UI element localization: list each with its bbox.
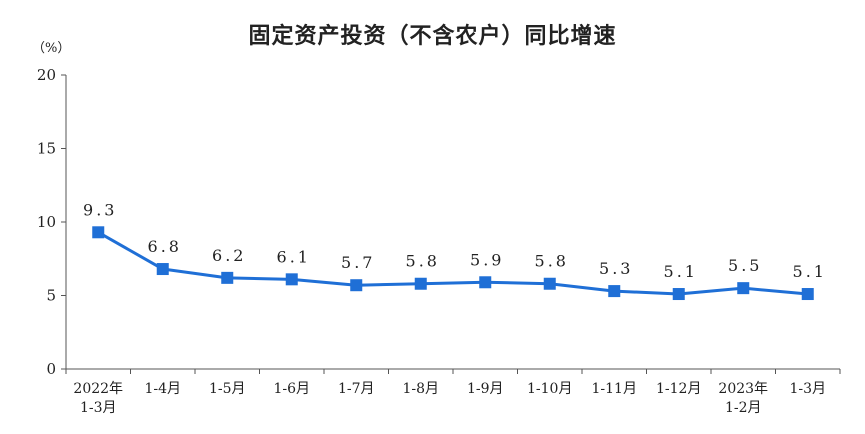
- x-tick-label: 1-6月: [273, 381, 310, 397]
- x-tick-label: 1-5月: [209, 381, 246, 397]
- data-point-marker: [414, 277, 427, 290]
- y-tick-label: 0: [46, 360, 56, 378]
- data-point-marker: [92, 226, 105, 239]
- x-tick-label: 1-3月: [789, 381, 826, 397]
- data-label: 9.3: [83, 200, 117, 219]
- data-point-marker: [672, 288, 685, 301]
- data-point-marker: [285, 273, 298, 286]
- x-tick-label: 1-9月: [467, 381, 504, 397]
- data-point-marker: [156, 263, 169, 276]
- data-label: 5.8: [535, 252, 569, 271]
- data-point-marker: [350, 279, 363, 292]
- data-point-marker: [801, 288, 814, 301]
- x-tick-label: 2023年: [718, 381, 768, 397]
- data-label: 6.1: [277, 247, 311, 266]
- data-label: 6.8: [148, 237, 182, 256]
- data-point-marker: [543, 277, 556, 290]
- data-label: 5.9: [470, 250, 504, 269]
- data-point-marker: [608, 285, 621, 298]
- data-label: 5.5: [728, 256, 762, 275]
- y-tick-label: 15: [37, 140, 56, 158]
- x-tick-label: 1-4月: [144, 381, 181, 397]
- x-tick-label: 1-3月: [80, 400, 117, 416]
- data-label: 5.7: [341, 253, 375, 272]
- data-point-marker: [479, 276, 492, 289]
- data-label: 6.2: [212, 246, 246, 265]
- x-tick-label: 1-8月: [402, 381, 439, 397]
- y-tick-label: 5: [46, 287, 56, 305]
- x-tick-label: 1-7月: [338, 381, 375, 397]
- data-label: 5.1: [664, 262, 698, 281]
- data-point-marker: [221, 271, 234, 284]
- x-tick-label: 1-12月: [656, 381, 701, 397]
- data-label: 5.8: [406, 252, 440, 271]
- data-label: 5.1: [793, 262, 827, 281]
- data-label: 5.3: [599, 259, 633, 278]
- y-tick-label: 10: [37, 213, 56, 231]
- x-tick-label: 1-2月: [725, 400, 762, 416]
- y-axis-unit-label: （%）: [32, 41, 71, 56]
- x-tick-label: 1-11月: [592, 381, 637, 397]
- y-tick-label: 20: [37, 66, 56, 84]
- x-tick-label: 2022年: [73, 381, 123, 397]
- series-line: [97, 230, 808, 296]
- x-tick-label: 1-10月: [527, 381, 572, 397]
- data-point-marker: [737, 282, 750, 295]
- chart-title: 固定资产投资（不含农户）同比增速: [248, 24, 617, 49]
